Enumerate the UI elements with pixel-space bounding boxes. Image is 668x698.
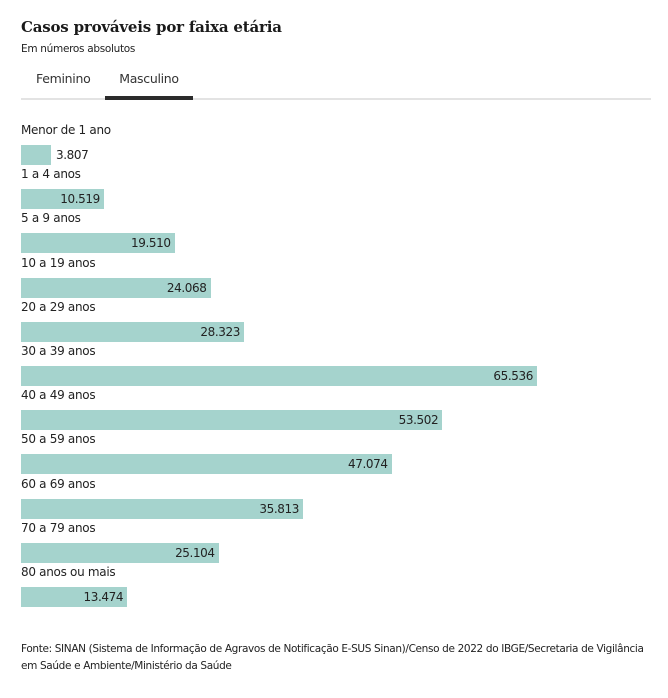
bar: [21, 233, 175, 254]
value-label: 24.068: [166, 280, 207, 295]
value-label: 35.813: [259, 501, 299, 516]
category-label: 80 anos ou mais: [21, 565, 116, 579]
category-label: 70 a 79 anos: [21, 520, 96, 535]
category-label: 1 a 4 anos: [21, 167, 81, 182]
bar-row: 1 a 4 anos 10.519: [21, 167, 661, 211]
value-label: 25.104: [175, 545, 215, 560]
bar: [21, 145, 51, 165]
bar-row: 50 a 59 anos 47.074: [21, 432, 661, 476]
bar: [21, 498, 303, 519]
value-label: 19.510: [131, 236, 171, 251]
tab-masculino[interactable]: Masculino: [105, 71, 193, 100]
tab-feminino[interactable]: Feminino: [36, 71, 91, 86]
bar-row: 10 a 19 anos 24.068: [21, 256, 661, 300]
category-label: 20 a 29 anos: [21, 299, 96, 314]
value-label: 47.074: [348, 457, 388, 472]
value-label: 10.519: [60, 192, 100, 207]
value-label: 53.502: [398, 413, 439, 428]
bar-row: 70 a 79 anos 25.104: [21, 521, 661, 565]
bar: [21, 277, 211, 298]
bar: [21, 542, 219, 563]
chart-title: Casos prováveis por faixa etária: [21, 18, 282, 36]
bar: [21, 321, 244, 342]
category-label: 60 a 69 anos: [21, 476, 96, 491]
bar-row: 5 a 9 anos 19.510: [21, 211, 661, 255]
value-label: 65.536: [493, 369, 533, 383]
bar: [21, 454, 392, 475]
category-label: 30 a 39 anos: [21, 344, 96, 358]
bar-chart: Menor de 1 ano 3.807 1 a 4 anos 10.519 5 a 9…: [0, 120, 668, 610]
chart-subtitle: Em números absolutos: [21, 43, 136, 55]
value-label: 13.474: [83, 590, 124, 604]
bar: [21, 587, 128, 607]
gender-tabs: Feminino Masculino: [21, 66, 651, 100]
category-label: 40 a 49 anos: [21, 388, 96, 403]
bar: [21, 410, 443, 431]
bar-row: 80 anos ou mais 13.474: [21, 565, 661, 609]
value-label: 28.323: [200, 324, 240, 339]
value-label: 3.807: [55, 148, 89, 162]
bar: [21, 366, 537, 386]
bar-row: 60 a 69 anos 35.813: [21, 477, 661, 521]
bar-row: Menor de 1 ano 3.807: [21, 123, 661, 167]
category-label: 5 a 9 anos: [21, 211, 81, 226]
bar-row: 30 a 39 anos 65.536: [21, 344, 661, 388]
source-note: Fonte: SINAN (Sistema de Informação de A…: [21, 643, 644, 672]
category-label: Menor de 1 ano: [21, 123, 111, 137]
category-label: 50 a 59 anos: [21, 432, 96, 447]
bar: [21, 189, 104, 210]
category-label: 10 a 19 anos: [21, 255, 96, 270]
bar-row: 20 a 29 anos 28.323: [21, 300, 661, 344]
bar-row: 40 a 49 anos 53.502: [21, 388, 661, 432]
